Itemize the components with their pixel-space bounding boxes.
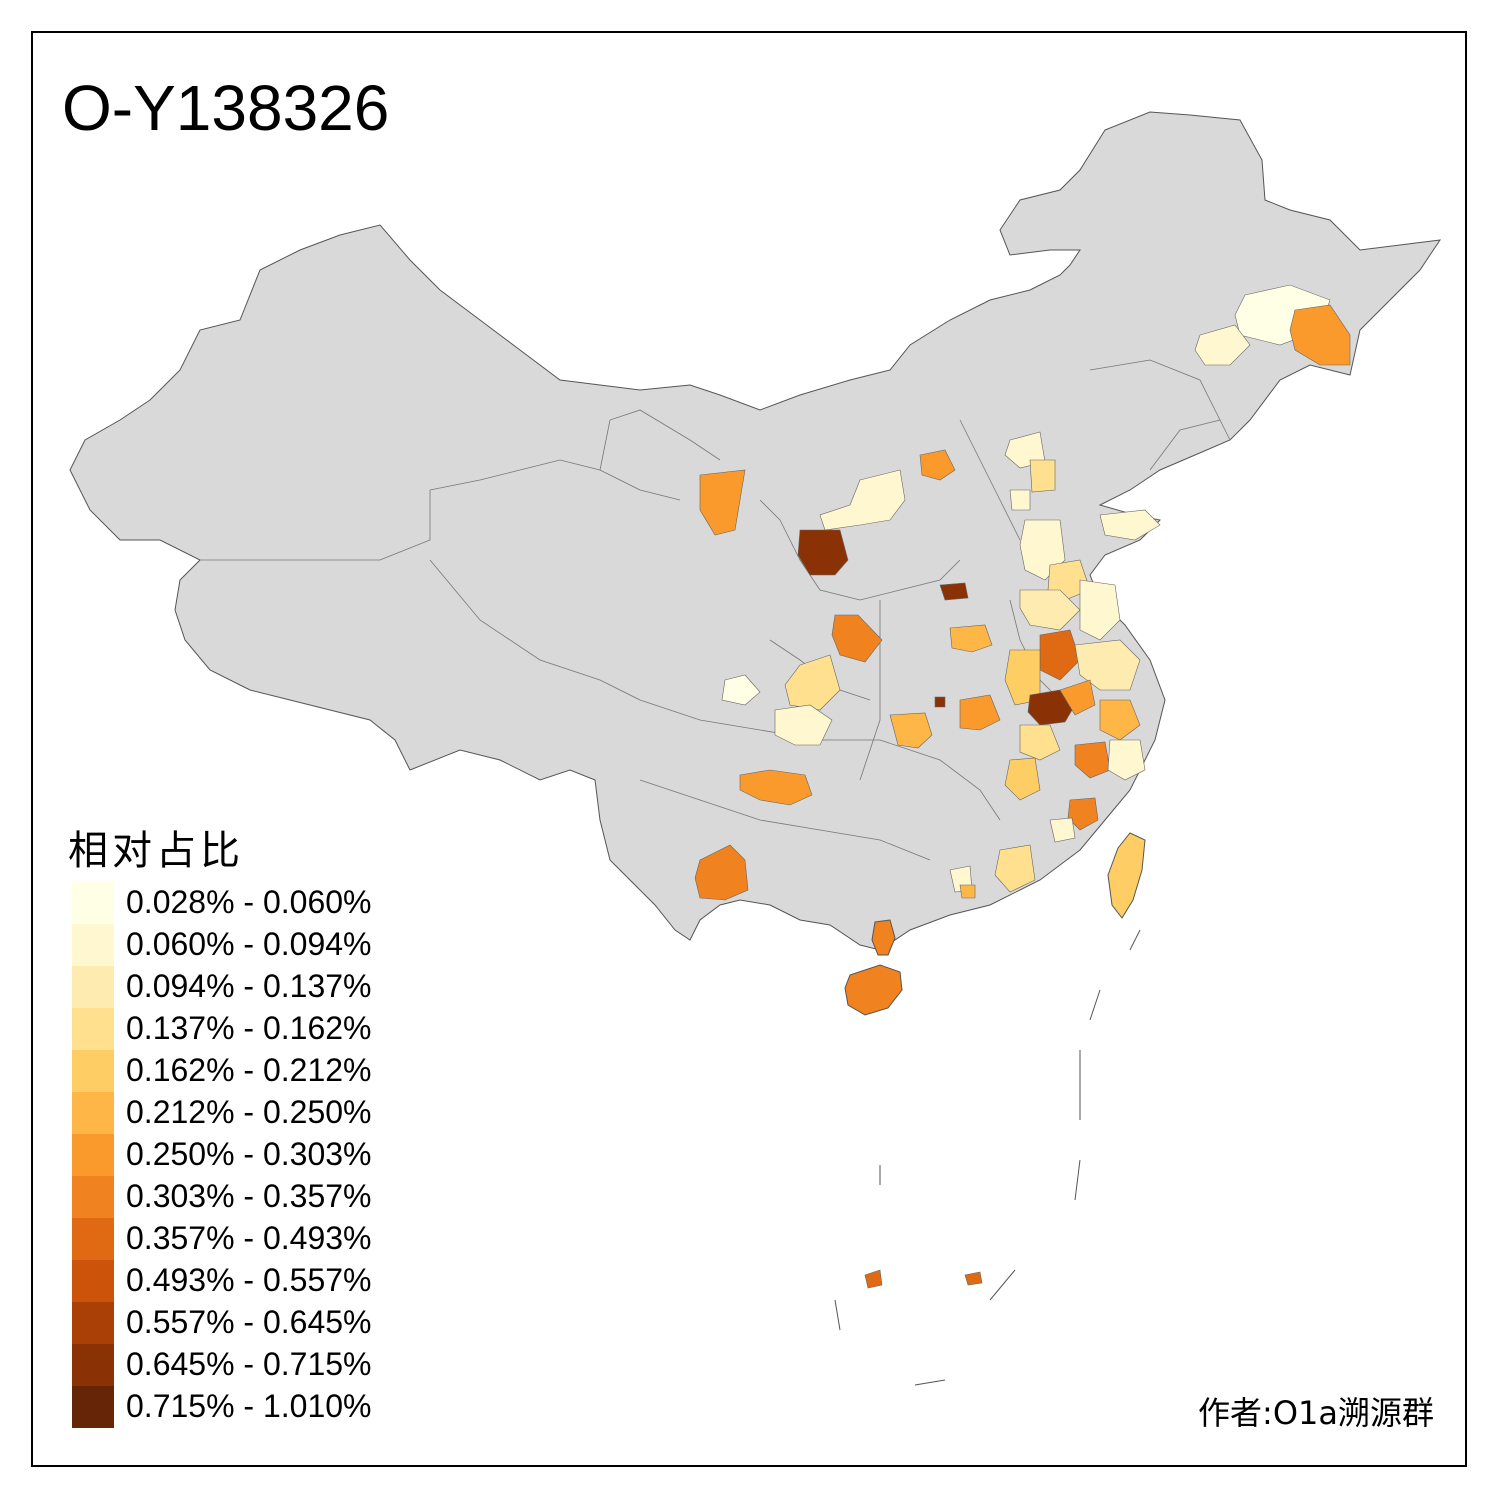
author-credit: 作者:O1a溯源群 (1198, 1394, 1434, 1432)
legend-swatch (72, 1176, 114, 1218)
legend-label: 0.137% - 0.162% (126, 1010, 372, 1046)
legend-label: 0.212% - 0.250% (126, 1094, 372, 1130)
legend-label: 0.162% - 0.212% (126, 1052, 372, 1088)
legend-label: 0.645% - 0.715% (126, 1346, 372, 1382)
legend-swatch (72, 882, 114, 924)
legend-swatch (72, 1218, 114, 1260)
legend-swatch (72, 1386, 114, 1428)
taiwan-region (1107, 832, 1146, 919)
legend-label: 0.250% - 0.303% (126, 1136, 372, 1172)
legend-title: 相对占比 (68, 828, 244, 874)
legend-label: 0.060% - 0.094% (126, 926, 372, 962)
legend-label: 0.303% - 0.357% (126, 1178, 372, 1214)
prefecture-regions (694, 284, 1351, 1289)
leizhou-region (871, 919, 896, 956)
legend-label: 0.715% - 1.010% (126, 1388, 372, 1424)
south-sea-islands (834, 929, 1141, 1386)
legend-label: 0.094% - 0.137% (126, 968, 372, 1004)
legend-swatch (72, 966, 114, 1008)
legend-label: 0.357% - 0.493% (126, 1220, 372, 1256)
legend-label: 0.557% - 0.645% (126, 1304, 372, 1340)
legend-swatch (72, 1302, 114, 1344)
legend-swatch (72, 1050, 114, 1092)
map-title: O-Y138326 (62, 72, 390, 144)
legend-label: 0.493% - 0.557% (126, 1262, 372, 1298)
map-frame (31, 31, 1467, 1467)
legend-swatch (72, 1008, 114, 1050)
province-borders (200, 359, 1231, 861)
legend-swatch (72, 1344, 114, 1386)
legend-swatch (72, 1092, 114, 1134)
legend-label: 0.028% - 0.060% (126, 884, 372, 920)
legend-swatch (72, 1134, 114, 1176)
hainan-region (844, 964, 903, 1016)
mainland-region (69, 111, 1442, 951)
legend-swatch (72, 1260, 114, 1302)
legend-swatch (72, 924, 114, 966)
